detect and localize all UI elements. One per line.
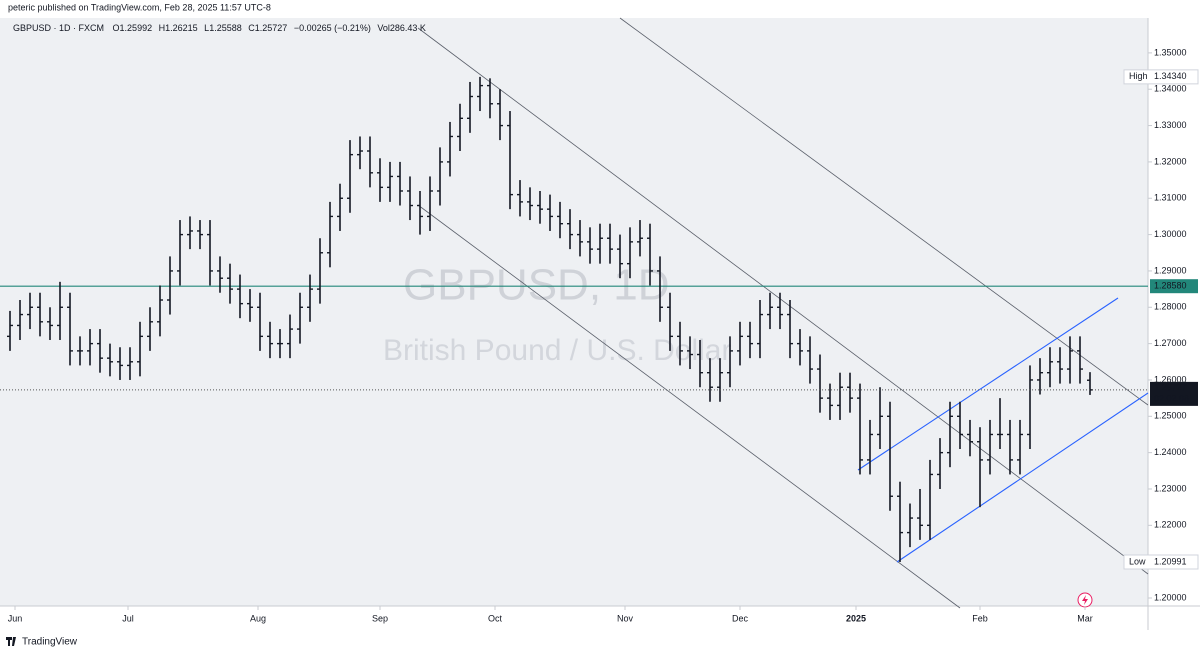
legend-value: 1.26215 (165, 23, 198, 33)
channel-line (857, 297, 1119, 471)
marker-name: High (1129, 71, 1148, 81)
legend-label: O (113, 23, 120, 33)
countdown: 02:02:08 (1154, 393, 1189, 403)
brand-name: TradingView (22, 637, 78, 648)
legend-change: −0.00265 (−0.21%) (294, 23, 371, 33)
watermark-subtitle: British Pound / U.S. Dollar (383, 334, 731, 367)
marker-value: 1.34340 (1154, 71, 1187, 81)
y-tick-label: 1.25000 (1154, 411, 1187, 421)
y-tick-label: 1.30000 (1154, 229, 1187, 239)
legend-symbol: GBPUSD · 1D · FXCM (13, 23, 104, 33)
y-tick-label: 1.28000 (1154, 302, 1187, 312)
legend-label: C (248, 23, 255, 33)
y-tick-label: 1.26000 (1154, 374, 1187, 384)
x-tick-label: Nov (617, 613, 634, 623)
y-tick-label: 1.29000 (1154, 265, 1187, 275)
watermark-title: GBPUSD, 1D (403, 261, 670, 310)
marker-box (1123, 554, 1199, 570)
blue-channel (857, 297, 1149, 563)
y-tick-label: 1.23000 (1154, 483, 1187, 493)
drawings (417, 17, 1149, 609)
y-tick-label: 1.24000 (1154, 447, 1187, 457)
channel-line (417, 204, 961, 609)
y-tick-label: 1.33000 (1154, 120, 1187, 130)
channel-line (896, 392, 1149, 563)
x-tick-label: Oct (488, 613, 503, 623)
last-price-label: 1.25727 (1154, 382, 1187, 392)
y-tick-label: 1.31000 (1154, 193, 1187, 203)
y-tick-label: 1.34000 (1154, 84, 1187, 94)
x-tick-label: Feb (972, 613, 988, 623)
price-label-box (1150, 279, 1198, 294)
y-tick-label: 1.35000 (1154, 47, 1187, 57)
marker-box (1123, 69, 1199, 85)
legend-value: 1.25727 (255, 23, 288, 33)
legend-label: H (159, 23, 166, 33)
channel-line (417, 27, 1149, 575)
y-tick-label: 1.32000 (1154, 156, 1187, 166)
brand: TradingView (6, 637, 78, 648)
marker-value: 1.20991 (1154, 556, 1187, 566)
byline: peteric published on TradingView.com, Fe… (8, 2, 271, 12)
x-tick-label: Jun (8, 613, 23, 623)
marker-name: Low (1129, 556, 1146, 566)
legend-value: 1.25992 (120, 23, 153, 33)
x-tick-label: Sep (372, 613, 388, 623)
y-tick-label: 1.20000 (1154, 592, 1187, 602)
legend-label: L (204, 23, 209, 33)
bars (7, 76, 1093, 563)
price-label: 1.28580 (1154, 281, 1187, 291)
x-tick-label: Mar (1077, 613, 1093, 623)
legend-volume: Vol286.43 K (377, 23, 426, 33)
x-tick-label: 2025 (846, 613, 866, 623)
last-price-box (1150, 381, 1198, 406)
brand-logo (6, 637, 16, 646)
y-tick-label: 1.22000 (1154, 520, 1187, 530)
y-tick-label: 1.27000 (1154, 338, 1187, 348)
x-tick-label: Jul (122, 613, 134, 623)
price-axis (1148, 18, 1200, 606)
channel-line (619, 17, 1149, 406)
alert-icon-bolt (1082, 595, 1088, 605)
x-tick-label: Dec (732, 613, 749, 623)
legend: GBPUSD · 1D · FXCM O1.25992 H1.26215 L1.… (13, 23, 426, 33)
plot-area (0, 18, 1148, 606)
x-tick-label: Aug (250, 613, 266, 623)
legend-value: 1.25588 (209, 23, 242, 33)
